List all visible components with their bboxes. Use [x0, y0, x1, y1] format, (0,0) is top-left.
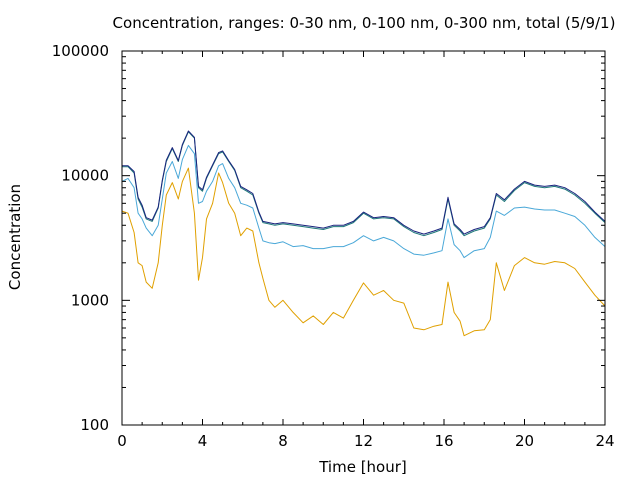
series-line-4 [122, 130, 606, 235]
x-tick-label: 0 [117, 432, 127, 450]
series-layer [121, 130, 606, 337]
x-tick-label: 24 [595, 432, 614, 450]
series-line-2 [121, 144, 606, 259]
y-axis-label: Concentration [6, 184, 24, 290]
x-tick-label: 12 [354, 432, 373, 450]
x-tick-label: 8 [278, 432, 288, 450]
y-tick-label: 1000 [71, 291, 109, 309]
x-tick-label: 4 [198, 432, 208, 450]
y-tick-label: 100 [80, 416, 109, 434]
x-tick-label: 20 [515, 432, 534, 450]
series-line-1 [121, 167, 606, 337]
plot-frame [121, 50, 606, 426]
chart-title: Concentration, ranges: 0-30 nm, 0-100 nm… [113, 14, 616, 32]
y-tick-label: 100000 [52, 42, 109, 60]
x-tick-label: 16 [434, 432, 453, 450]
x-axis-label: Time [hour] [318, 458, 407, 476]
y-tick-label: 10000 [61, 167, 109, 185]
